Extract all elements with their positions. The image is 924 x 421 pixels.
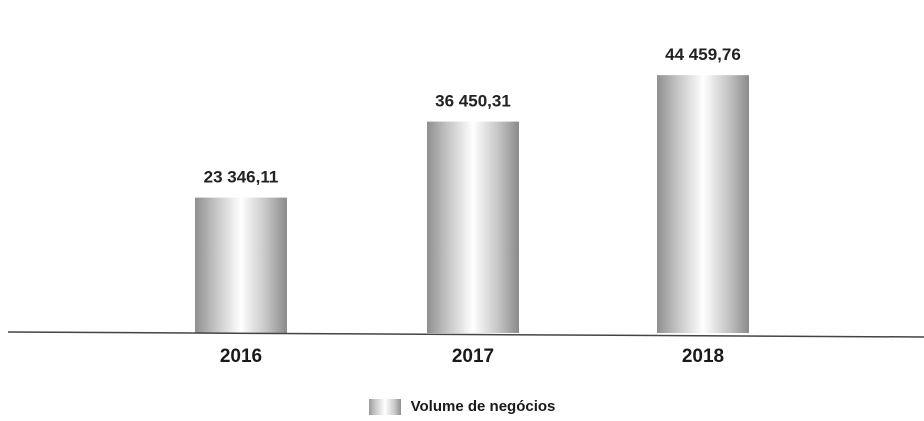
x-tick-label-2016: 2016: [220, 346, 262, 367]
data-label-2016: 23 346,11: [204, 168, 279, 187]
legend-swatch: [368, 398, 401, 415]
data-label-2017: 36 450,31: [435, 92, 511, 111]
legend: Volume de negócios: [0, 398, 924, 415]
x-tick-label-2017: 2017: [452, 346, 494, 367]
data-label-2018: 44 459,76: [665, 45, 741, 64]
x-axis-line: [7, 331, 924, 338]
bar-2017: [427, 121, 519, 334]
x-tick-label-2018: 2018: [682, 346, 724, 367]
bar-2016: [195, 197, 287, 333]
bar-2018: [657, 75, 749, 333]
legend-label: Volume de negócios: [410, 398, 556, 415]
